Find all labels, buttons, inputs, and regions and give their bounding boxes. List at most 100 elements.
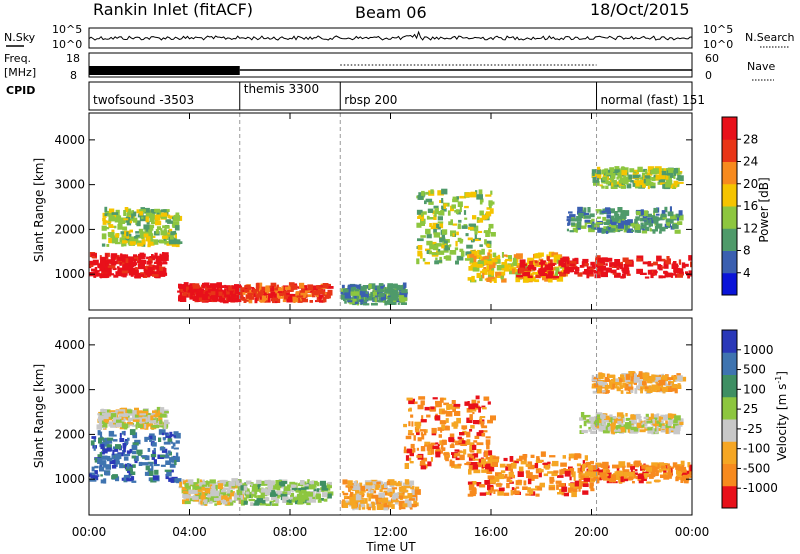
heatmap-cell (146, 256, 151, 260)
heatmap-cell (620, 214, 627, 219)
heatmap-cell (649, 219, 652, 226)
heatmap-cell (594, 384, 599, 388)
heatmap-cell (504, 474, 508, 479)
heatmap-cell (583, 209, 587, 212)
heatmap-cell (197, 291, 204, 295)
heatmap-cell (610, 379, 614, 382)
heatmap-cell (569, 476, 572, 481)
heatmap-cell (117, 257, 122, 262)
heatmap-cell (620, 476, 623, 482)
heatmap-cell (126, 233, 132, 237)
heatmap-cell (665, 420, 668, 424)
heatmap-cell (188, 489, 192, 495)
heatmap-cell (240, 290, 243, 296)
colorbar-tick-label: 20 (743, 177, 758, 191)
heatmap-cell (123, 265, 130, 271)
heatmap-cell (663, 415, 668, 421)
heatmap-cell (129, 262, 135, 267)
heatmap-cell (654, 225, 658, 232)
heatmap-cell (646, 474, 652, 478)
heatmap-cell (488, 223, 494, 229)
heatmap-cell (598, 373, 604, 380)
heatmap-cell (164, 469, 172, 472)
heatmap-cell (574, 267, 580, 271)
heatmap-cell (361, 505, 366, 510)
colorbar-tick-label: 25 (743, 402, 758, 416)
heatmap-cell (384, 301, 388, 306)
heatmap-cell (480, 256, 483, 260)
heatmap-cell (145, 418, 148, 423)
heatmap-cell (682, 472, 687, 477)
heatmap-cell (592, 465, 597, 471)
heatmap-cell (666, 272, 673, 278)
heatmap-cell (573, 455, 578, 460)
heatmap-cell (384, 293, 388, 299)
heatmap-cell (394, 492, 399, 499)
heatmap-cell (554, 272, 558, 277)
heatmap-cell (578, 470, 583, 476)
heatmap-cell (381, 487, 388, 490)
heatmap-cell (278, 481, 286, 487)
heatmap-cell (622, 267, 630, 274)
heatmap-cell (522, 486, 528, 490)
heatmap-cell (665, 423, 668, 428)
heatmap-cell (91, 268, 98, 272)
heatmap-cell (111, 464, 117, 469)
heatmap-cell (387, 299, 393, 305)
heatmap-cell (112, 449, 115, 456)
heatmap-cell (527, 487, 530, 493)
heatmap-cell (620, 177, 627, 183)
heatmap-cell (651, 374, 655, 380)
heatmap-cell (620, 166, 626, 172)
heatmap-cell (367, 506, 371, 511)
heatmap-cell (582, 216, 585, 219)
heatmap-cell (675, 386, 682, 389)
heatmap-cell (268, 286, 272, 289)
heatmap-cell (633, 171, 637, 175)
heatmap-cell (426, 233, 432, 239)
colorbar-tick-label: -500 (743, 461, 770, 475)
heatmap-cell (299, 282, 305, 289)
heatmap-cell (468, 266, 475, 271)
heatmap-cell (123, 454, 131, 457)
heatmap-cell (635, 413, 641, 420)
heatmap-cell (135, 234, 142, 238)
heatmap-cell (508, 471, 514, 478)
heatmap-cell (243, 288, 250, 293)
heatmap-cell (150, 233, 154, 237)
heatmap-cell (301, 487, 306, 492)
heatmap-cell (399, 292, 405, 295)
heatmap-cell (91, 253, 97, 257)
heatmap-cell (606, 211, 611, 214)
heatmap-cell (94, 272, 100, 277)
heatmap-cell (653, 479, 661, 482)
heatmap-cell (137, 214, 141, 218)
heatmap-cell (237, 495, 243, 500)
heatmap-cell (602, 472, 607, 478)
heatmap-cell (114, 455, 120, 461)
heatmap-cell (521, 259, 526, 263)
heatmap-cell (661, 259, 666, 262)
heatmap-cell (644, 219, 649, 226)
heatmap-cell (421, 212, 424, 217)
heatmap-cell (474, 435, 480, 439)
heatmap-cell (162, 252, 169, 258)
heatmap-cell (138, 255, 144, 260)
heatmap-cell (426, 215, 430, 220)
heatmap-cell (528, 264, 534, 270)
heatmap-cell (171, 222, 175, 227)
heatmap-cell (203, 499, 208, 505)
heatmap-cell (160, 228, 163, 231)
heatmap-cell (420, 446, 426, 452)
heatmap-cell (478, 189, 483, 195)
heatmap-cell (292, 497, 297, 501)
heatmap-cell (493, 277, 497, 283)
heatmap-cell (424, 441, 431, 446)
heatmap-cell (139, 260, 146, 265)
heatmap-cell (511, 268, 516, 274)
x-tick-label: 08:00 (273, 525, 308, 539)
heatmap-cell (257, 291, 261, 294)
heatmap-cell (340, 291, 345, 295)
heatmap-cell (167, 438, 173, 443)
heatmap-cell (624, 224, 629, 231)
